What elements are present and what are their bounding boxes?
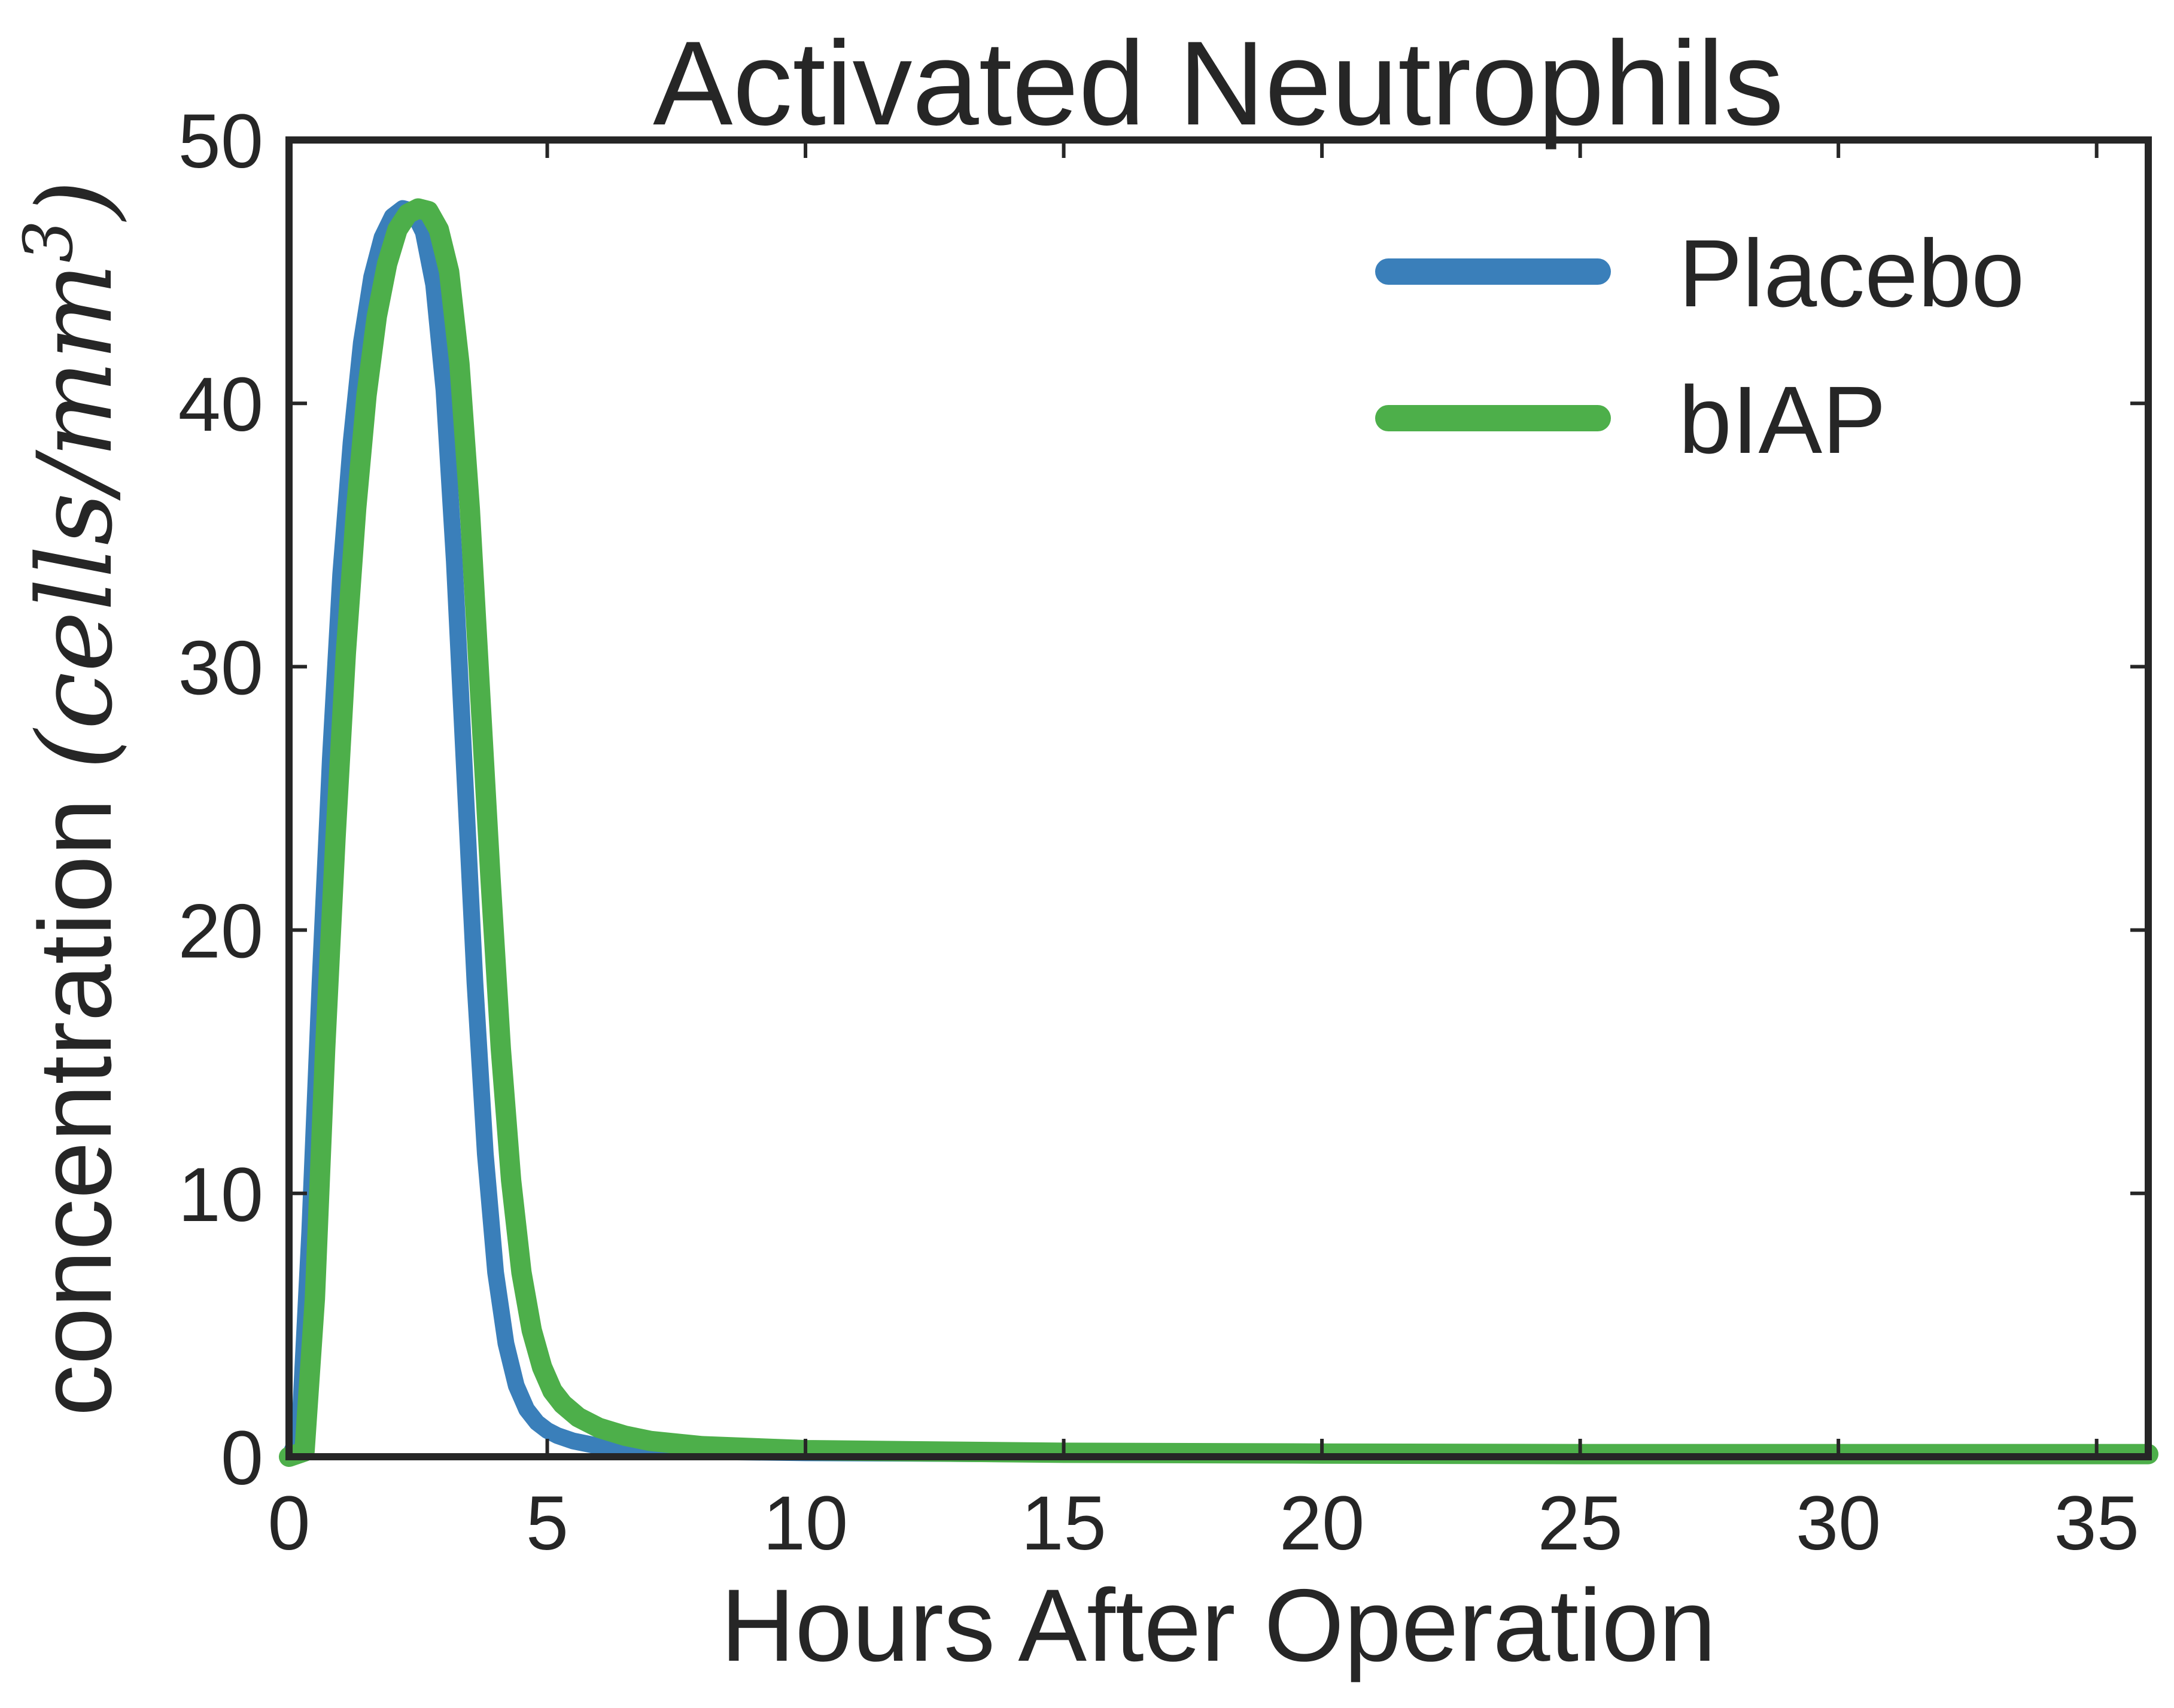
series-layer	[279, 198, 2158, 1467]
y-tick-label: 20	[178, 889, 263, 975]
x-tick-label: 10	[763, 1481, 848, 1566]
y-tick-label: 0	[221, 1415, 263, 1501]
y-axis-label-superscript: 3	[10, 220, 88, 263]
y-axis-label-close: )	[15, 180, 135, 223]
y-tick-label: 10	[178, 1152, 263, 1238]
x-axis-label: Hours After Operation	[720, 1568, 1716, 1683]
x-tick-label: 30	[1796, 1481, 1881, 1566]
y-tick-label: 50	[178, 99, 263, 184]
y-axis-label-math: (cells/mm	[15, 263, 135, 770]
x-tick-label: 25	[1537, 1481, 1622, 1566]
plot-area	[279, 136, 2158, 1467]
tick-layer	[287, 138, 2148, 1459]
x-tick-label: 5	[526, 1481, 568, 1566]
y-tick-label: 30	[178, 625, 263, 711]
legend-label-placebo: Placebo	[1679, 220, 2024, 327]
x-tick-labels: 0 5 10 15 20 25 30 35	[267, 1481, 2139, 1566]
y-axis-label: concentration (cells/mm3)	[10, 180, 135, 1417]
x-tick-label: 0	[267, 1481, 310, 1566]
legend-label-biap: bIAP	[1679, 366, 1886, 473]
y-axis-label-prefix: concentration	[18, 770, 133, 1416]
x-tick-label: 20	[1279, 1481, 1364, 1566]
plot-frame	[285, 136, 2152, 1460]
x-tick-label: 15	[1021, 1481, 1106, 1566]
y-tick-labels: 0 10 20 30 40 50	[178, 99, 263, 1501]
x-tick-label: 35	[2054, 1481, 2139, 1566]
legend: Placebo bIAP	[1375, 220, 2024, 473]
series-line-biap	[279, 198, 2158, 1467]
chart-title: Activated Neutrophils	[653, 17, 1784, 150]
y-tick-label: 40	[178, 362, 263, 447]
